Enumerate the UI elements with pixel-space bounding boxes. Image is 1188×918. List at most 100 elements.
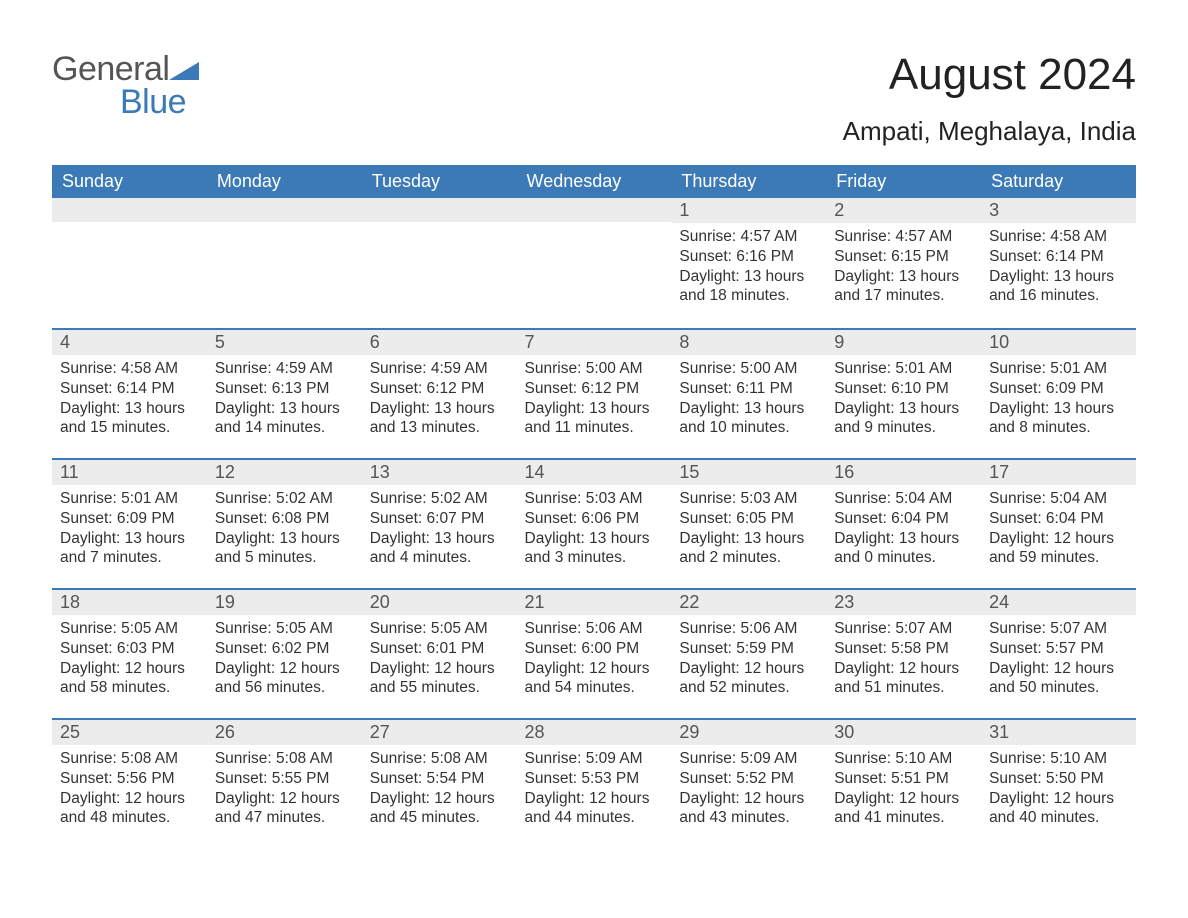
day-header: Saturday	[981, 165, 1136, 198]
sunset-line: Sunset: 6:12 PM	[525, 379, 664, 399]
sunrise-line: Sunrise: 5:05 AM	[215, 619, 354, 639]
day-details: Sunrise: 4:57 AMSunset: 6:15 PMDaylight:…	[826, 223, 981, 306]
day-number: 31	[981, 720, 1136, 745]
sunrise-line: Sunrise: 5:05 AM	[370, 619, 509, 639]
sunrise-line: Sunrise: 5:09 AM	[525, 749, 664, 769]
daylight-line: Daylight: 13 hours and 0 minutes.	[834, 529, 973, 569]
calendar-week: 25Sunrise: 5:08 AMSunset: 5:56 PMDayligh…	[52, 718, 1136, 848]
day-details: Sunrise: 4:58 AMSunset: 6:14 PMDaylight:…	[981, 223, 1136, 306]
sunrise-line: Sunrise: 4:58 AM	[989, 227, 1128, 247]
sunrise-line: Sunrise: 5:08 AM	[215, 749, 354, 769]
calendar-cell: 14Sunrise: 5:03 AMSunset: 6:06 PMDayligh…	[517, 458, 672, 588]
sunset-line: Sunset: 6:15 PM	[834, 247, 973, 267]
day-wrap: 12Sunrise: 5:02 AMSunset: 6:08 PMDayligh…	[207, 458, 362, 568]
daylight-line: Daylight: 12 hours and 54 minutes.	[525, 659, 664, 699]
sunset-line: Sunset: 6:07 PM	[370, 509, 509, 529]
month-title: August 2024	[843, 50, 1136, 100]
day-number: 16	[826, 460, 981, 485]
sunset-line: Sunset: 6:14 PM	[989, 247, 1128, 267]
sunset-line: Sunset: 6:05 PM	[679, 509, 818, 529]
day-number: 25	[52, 720, 207, 745]
daylight-line: Daylight: 13 hours and 10 minutes.	[679, 399, 818, 439]
sunrise-line: Sunrise: 5:00 AM	[679, 359, 818, 379]
daylight-line: Daylight: 13 hours and 5 minutes.	[215, 529, 354, 569]
sunrise-line: Sunrise: 5:03 AM	[679, 489, 818, 509]
day-details: Sunrise: 5:05 AMSunset: 6:01 PMDaylight:…	[362, 615, 517, 698]
sunset-line: Sunset: 5:54 PM	[370, 769, 509, 789]
day-number: 26	[207, 720, 362, 745]
day-details: Sunrise: 5:00 AMSunset: 6:12 PMDaylight:…	[517, 355, 672, 438]
calendar-cell: 11Sunrise: 5:01 AMSunset: 6:09 PMDayligh…	[52, 458, 207, 588]
logo-triangle-icon	[169, 58, 199, 85]
day-wrap: 4Sunrise: 4:58 AMSunset: 6:14 PMDaylight…	[52, 328, 207, 438]
sunrise-line: Sunrise: 5:08 AM	[370, 749, 509, 769]
day-details: Sunrise: 5:05 AMSunset: 6:02 PMDaylight:…	[207, 615, 362, 698]
sunset-line: Sunset: 5:57 PM	[989, 639, 1128, 659]
calendar-cell: 5Sunrise: 4:59 AMSunset: 6:13 PMDaylight…	[207, 328, 362, 458]
sunrise-line: Sunrise: 5:06 AM	[679, 619, 818, 639]
sunrise-line: Sunrise: 5:10 AM	[989, 749, 1128, 769]
sunset-line: Sunset: 5:52 PM	[679, 769, 818, 789]
sunrise-line: Sunrise: 5:02 AM	[370, 489, 509, 509]
calendar-cell: 16Sunrise: 5:04 AMSunset: 6:04 PMDayligh…	[826, 458, 981, 588]
daylight-line: Daylight: 12 hours and 52 minutes.	[679, 659, 818, 699]
day-details: Sunrise: 5:10 AMSunset: 5:50 PMDaylight:…	[981, 745, 1136, 828]
calendar-cell: 4Sunrise: 4:58 AMSunset: 6:14 PMDaylight…	[52, 328, 207, 458]
day-wrap: 28Sunrise: 5:09 AMSunset: 5:53 PMDayligh…	[517, 718, 672, 828]
calendar-cell	[517, 198, 672, 328]
day-wrap: 17Sunrise: 5:04 AMSunset: 6:04 PMDayligh…	[981, 458, 1136, 568]
day-details: Sunrise: 4:59 AMSunset: 6:13 PMDaylight:…	[207, 355, 362, 438]
day-number: 13	[362, 460, 517, 485]
sunset-line: Sunset: 6:14 PM	[60, 379, 199, 399]
day-wrap: 25Sunrise: 5:08 AMSunset: 5:56 PMDayligh…	[52, 718, 207, 828]
day-number: 19	[207, 590, 362, 615]
day-number: 17	[981, 460, 1136, 485]
calendar-cell	[52, 198, 207, 328]
day-number: 2	[826, 198, 981, 223]
daylight-line: Daylight: 12 hours and 56 minutes.	[215, 659, 354, 699]
day-wrap: 30Sunrise: 5:10 AMSunset: 5:51 PMDayligh…	[826, 718, 981, 828]
day-header: Monday	[207, 165, 362, 198]
day-number: 27	[362, 720, 517, 745]
daylight-line: Daylight: 13 hours and 16 minutes.	[989, 267, 1128, 307]
sunrise-line: Sunrise: 5:04 AM	[989, 489, 1128, 509]
day-details: Sunrise: 5:01 AMSunset: 6:09 PMDaylight:…	[981, 355, 1136, 438]
sunrise-line: Sunrise: 5:01 AM	[989, 359, 1128, 379]
day-number: 28	[517, 720, 672, 745]
day-details: Sunrise: 5:09 AMSunset: 5:53 PMDaylight:…	[517, 745, 672, 828]
day-details: Sunrise: 5:04 AMSunset: 6:04 PMDaylight:…	[826, 485, 981, 568]
calendar-cell: 17Sunrise: 5:04 AMSunset: 6:04 PMDayligh…	[981, 458, 1136, 588]
calendar-cell: 27Sunrise: 5:08 AMSunset: 5:54 PMDayligh…	[362, 718, 517, 848]
sunset-line: Sunset: 6:04 PM	[834, 509, 973, 529]
day-wrap: 27Sunrise: 5:08 AMSunset: 5:54 PMDayligh…	[362, 718, 517, 828]
calendar-week: 11Sunrise: 5:01 AMSunset: 6:09 PMDayligh…	[52, 458, 1136, 588]
day-header-row: SundayMondayTuesdayWednesdayThursdayFrid…	[52, 165, 1136, 198]
sunset-line: Sunset: 6:08 PM	[215, 509, 354, 529]
location: Ampati, Meghalaya, India	[843, 116, 1136, 147]
calendar-cell	[362, 198, 517, 328]
calendar-cell: 25Sunrise: 5:08 AMSunset: 5:56 PMDayligh…	[52, 718, 207, 848]
sunset-line: Sunset: 6:06 PM	[525, 509, 664, 529]
sunrise-line: Sunrise: 5:07 AM	[834, 619, 973, 639]
daylight-line: Daylight: 12 hours and 47 minutes.	[215, 789, 354, 829]
day-wrap: 9Sunrise: 5:01 AMSunset: 6:10 PMDaylight…	[826, 328, 981, 438]
day-wrap: 1Sunrise: 4:57 AMSunset: 6:16 PMDaylight…	[671, 198, 826, 306]
day-wrap: 23Sunrise: 5:07 AMSunset: 5:58 PMDayligh…	[826, 588, 981, 698]
day-details: Sunrise: 5:01 AMSunset: 6:09 PMDaylight:…	[52, 485, 207, 568]
day-wrap: 3Sunrise: 4:58 AMSunset: 6:14 PMDaylight…	[981, 198, 1136, 306]
calendar-cell: 31Sunrise: 5:10 AMSunset: 5:50 PMDayligh…	[981, 718, 1136, 848]
sunset-line: Sunset: 6:04 PM	[989, 509, 1128, 529]
calendar-cell: 3Sunrise: 4:58 AMSunset: 6:14 PMDaylight…	[981, 198, 1136, 328]
day-wrap: 22Sunrise: 5:06 AMSunset: 5:59 PMDayligh…	[671, 588, 826, 698]
sunset-line: Sunset: 6:09 PM	[60, 509, 199, 529]
day-number: 18	[52, 590, 207, 615]
day-details: Sunrise: 5:00 AMSunset: 6:11 PMDaylight:…	[671, 355, 826, 438]
day-number: 5	[207, 330, 362, 355]
daylight-line: Daylight: 12 hours and 50 minutes.	[989, 659, 1128, 699]
sunrise-line: Sunrise: 5:01 AM	[834, 359, 973, 379]
day-details: Sunrise: 5:03 AMSunset: 6:06 PMDaylight:…	[517, 485, 672, 568]
day-details: Sunrise: 4:58 AMSunset: 6:14 PMDaylight:…	[52, 355, 207, 438]
day-wrap: 7Sunrise: 5:00 AMSunset: 6:12 PMDaylight…	[517, 328, 672, 438]
day-details: Sunrise: 5:06 AMSunset: 6:00 PMDaylight:…	[517, 615, 672, 698]
sunset-line: Sunset: 5:53 PM	[525, 769, 664, 789]
